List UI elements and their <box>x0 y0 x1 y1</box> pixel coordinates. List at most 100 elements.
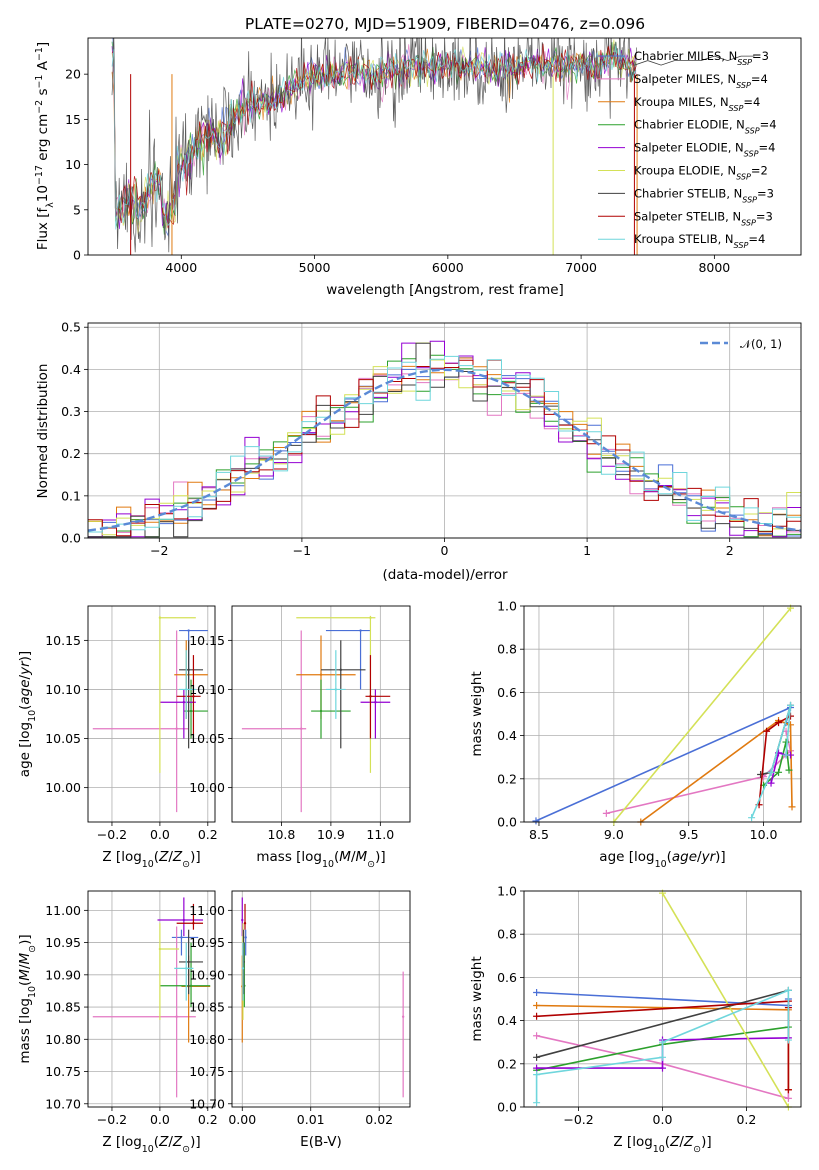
legend-entry-normal: 𝒩(0, 1) <box>740 337 782 351</box>
y-tick-label: 11.00 <box>189 903 225 918</box>
weight-marker-0-0 <box>532 817 540 825</box>
data-point-0 <box>180 936 183 939</box>
x-axis-label: age [log10(age/yr)] <box>599 849 725 870</box>
y-tick-label: 0.0 <box>497 1100 517 1115</box>
data-point-4 <box>374 701 377 704</box>
x-tick-label: 6000 <box>432 260 464 275</box>
data-point-5 <box>158 616 162 619</box>
axes-4: 8.5 9.0 9.5 10.0 0.0 0.2 0.4 0.6 0.8 1.0 <box>497 599 801 842</box>
weight-marker-6-0 <box>533 1053 541 1061</box>
weight-marker-8-2 <box>787 701 795 709</box>
y-axis-label: mass weight <box>469 956 485 1041</box>
y-tick-label: 10.90 <box>189 967 225 982</box>
data-point-8 <box>241 967 245 970</box>
weight-marker-8-0 <box>748 814 756 822</box>
weight-marker-4-0 <box>767 779 775 787</box>
x-tick-label: 0.02 <box>365 1112 393 1127</box>
weight-marker-3-1 <box>775 768 783 776</box>
y-tick-label: 0.3 <box>61 404 81 419</box>
weight-line-7 <box>758 715 791 805</box>
histogram-series-6 <box>88 342 801 538</box>
x-tick-label: 10.9 <box>317 827 345 842</box>
y-axis-label: Flux [fλ10−17 erg cm−2 s−1 A−1] <box>34 42 56 250</box>
x-tick-label: 10.8 <box>268 827 296 842</box>
weight-marker-7-2 <box>775 719 783 727</box>
x-tick-label: −0.2 <box>97 1112 127 1127</box>
weight-line-1 <box>606 731 792 815</box>
data-point-7 <box>192 695 195 698</box>
x-tick-label: 0 <box>441 543 449 558</box>
data-point-6 <box>187 668 190 672</box>
y-tick-label: 10.90 <box>45 967 81 982</box>
x-tick-label: −1 <box>293 543 311 558</box>
axes-frame <box>87 322 802 539</box>
y-tick-label: 10.70 <box>45 1096 81 1111</box>
axes-frame <box>523 605 802 823</box>
weight-line-8 <box>750 705 792 819</box>
x-tick-label: 0.2 <box>736 1112 756 1127</box>
y-tick-label: 11.00 <box>45 903 81 918</box>
x-tick-label: 0.0 <box>150 827 170 842</box>
legend-entry-2: Kroupa MILES, NSSP=4 <box>634 95 760 113</box>
x-tick-label: 2 <box>726 543 734 558</box>
y-tick-label: 10.75 <box>45 1064 81 1079</box>
data-point-1 <box>300 727 303 730</box>
y-tick-label: 0.4 <box>497 728 517 743</box>
y-tick-label: 10.95 <box>45 935 81 950</box>
x-tick-label: 8000 <box>698 260 730 275</box>
y-tick-label: 0 <box>73 248 81 263</box>
y-tick-label: 0.2 <box>497 771 517 786</box>
y-tick-label: 10.15 <box>45 633 81 648</box>
x-tick-label: −0.2 <box>97 827 127 842</box>
x-tick-label: 0.2 <box>198 827 218 842</box>
x-tick-label: 5000 <box>299 260 331 275</box>
data-point-4 <box>182 918 186 922</box>
legend-entry-8: Kroupa STELIB, NSSP=4 <box>634 232 765 250</box>
y-axis-label: Normed distribution <box>35 364 51 499</box>
y-tick-label: 10.85 <box>189 1000 225 1015</box>
y-tick-label: 10.00 <box>45 780 81 795</box>
data-point-6 <box>187 960 190 964</box>
legend-entry-0: Chabrier MILES, NSSP=3 <box>634 49 769 67</box>
axes-frame <box>231 890 411 1108</box>
y-tick-label: 10.80 <box>45 1032 81 1047</box>
x-tick-label: 7000 <box>565 260 597 275</box>
x-tick-label: 0.00 <box>228 1112 256 1127</box>
weight-marker-8-3 <box>782 751 790 759</box>
y-tick-label: 10.05 <box>189 731 225 746</box>
weight-marker-2-3 <box>788 803 796 811</box>
x-axis-label: Z [log10(Z/Z⊙)] <box>613 1134 711 1155</box>
weight-marker-2-0 <box>533 1001 541 1009</box>
legend-entry-4: Salpeter ELODIE, NSSP=4 <box>634 141 775 159</box>
y-tick-label: 10.75 <box>189 1064 225 1079</box>
data-point-7 <box>369 695 372 698</box>
spectrum-extension <box>634 55 755 66</box>
spectrum-line-6 <box>111 38 637 253</box>
x-tick-label: 4000 <box>165 260 197 275</box>
x-tick-label: 0.01 <box>297 1112 325 1127</box>
x-tick-label: 0.2 <box>198 1112 218 1127</box>
y-tick-label: 0.8 <box>497 927 517 942</box>
weight-marker-1-2 <box>784 1094 792 1102</box>
histogram-series-4 <box>88 340 801 538</box>
data-point-3 <box>189 984 193 987</box>
axes-frame <box>231 605 411 823</box>
axes-5: −0.2 0.0 0.2 10.70 10.75 10.80 10.85 10.90 10.95… <box>45 891 218 1127</box>
x-tick-label: 0.0 <box>653 1112 673 1127</box>
weight-line-3 <box>763 741 790 786</box>
y-tick-label: 10.95 <box>189 935 225 950</box>
y-tick-label: 20 <box>65 67 81 82</box>
weight-marker-8-1 <box>533 1071 541 1079</box>
data-point-1 <box>401 1015 405 1018</box>
weight-marker-3-2 <box>782 738 790 746</box>
x-tick-label: 11.0 <box>366 827 394 842</box>
x-tick-label: 8.5 <box>529 827 549 842</box>
y-tick-label: 0.6 <box>497 970 517 985</box>
weight-marker-8-4 <box>784 986 792 994</box>
legend-entry-7: Salpeter STELIB, NSSP=3 <box>634 209 773 227</box>
weight-line-0 <box>535 706 792 822</box>
y-tick-label: 0.1 <box>61 488 81 503</box>
weight-marker-1-0 <box>533 1032 541 1040</box>
normal-reference-curve <box>87 368 802 532</box>
x-tick-label: −0.2 <box>563 1112 593 1127</box>
